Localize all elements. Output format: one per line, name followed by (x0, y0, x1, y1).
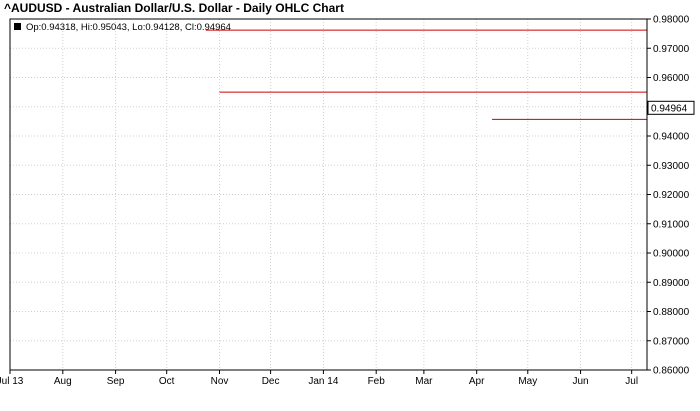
x-tick-label: Dec (262, 376, 280, 387)
y-tick-label: 0.87000 (653, 336, 690, 347)
legend-marker (14, 23, 21, 30)
x-tick-label: Apr (469, 376, 485, 387)
y-tick-label: 0.97000 (653, 44, 690, 55)
resistance-lines (205, 29, 647, 120)
x-tick-label: Aug (54, 376, 72, 387)
x-tick-label: Jan 14 (308, 376, 338, 387)
y-tick-label: 0.92000 (653, 190, 690, 201)
x-tick-label: Nov (211, 376, 229, 387)
x-tick-label: May (518, 376, 537, 387)
y-tick-label: 0.89000 (653, 278, 690, 289)
x-tick-label: Oct (159, 376, 175, 387)
x-tick-label: Mar (415, 376, 433, 387)
last-value-text: 0.94964 (651, 103, 688, 114)
y-tick-label: 0.94000 (653, 132, 690, 143)
y-tick-label: 0.91000 (653, 219, 690, 230)
x-tick-label: Sep (107, 376, 125, 387)
x-tick-label: Jun (573, 376, 589, 387)
chart-title: ^AUDUSD - Australian Dollar/U.S. Dollar … (4, 1, 344, 15)
y-tick-label: 0.93000 (653, 161, 690, 172)
y-tick-label: 0.98000 (653, 15, 690, 26)
y-axis: 0.980000.970000.960000.950000.940000.930… (647, 15, 690, 377)
y-tick-label: 0.88000 (653, 307, 690, 318)
y-tick-label: 0.96000 (653, 73, 690, 84)
y-tick-label: 0.90000 (653, 249, 690, 260)
x-axis: Jul 13 Aug Sep Oct Nov Dec Jan 14 Feb Mar Apr May J… (0, 370, 638, 387)
legend-text: Op:0.94318, Hi:0.95043, Lo:0.94128, Cl:0… (26, 22, 231, 33)
legend: Op:0.94318, Hi:0.95043, Lo:0.94128, Cl:0… (14, 22, 231, 33)
y-tick-label: 0.86000 (653, 366, 690, 377)
x-tick-label: Feb (368, 376, 386, 387)
x-tick-label: Jul (625, 376, 638, 387)
last-value-label: 0.94964 (647, 100, 695, 115)
x-tick-label: Jul 13 (0, 376, 24, 387)
